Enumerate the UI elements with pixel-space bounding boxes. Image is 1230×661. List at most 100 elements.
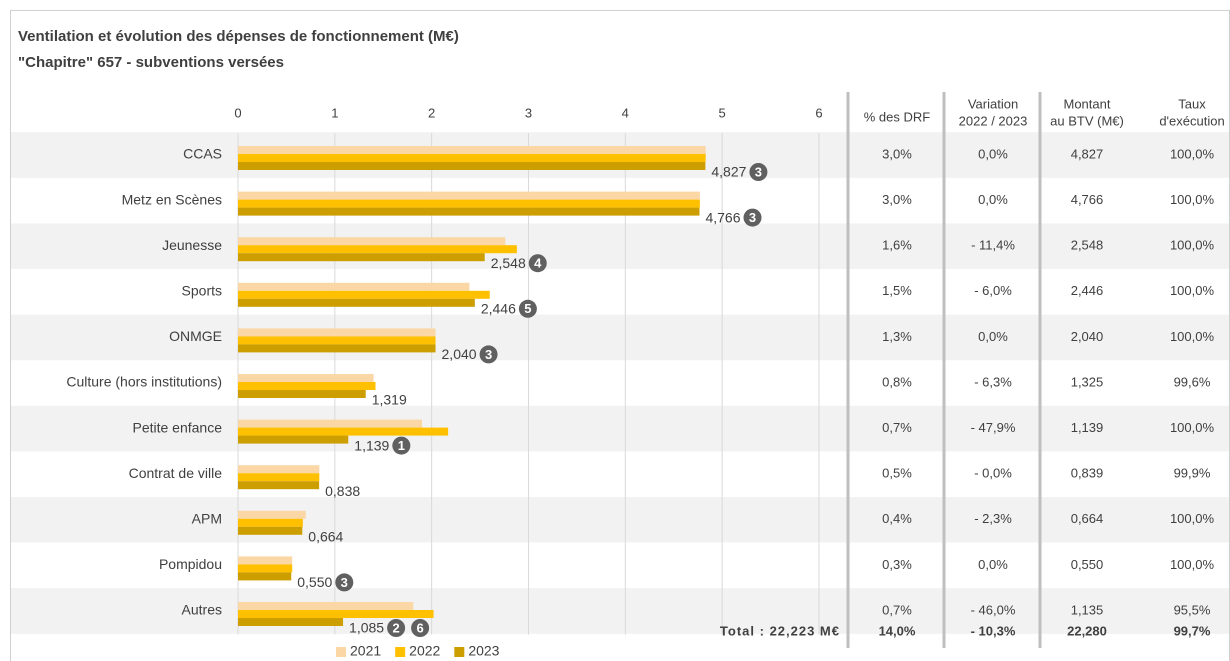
note-badge (335, 573, 354, 592)
note-number: 5 (524, 301, 531, 316)
x-tick-label: 1 (331, 105, 338, 120)
row-band (11, 405, 1229, 452)
table-cell: 100,0% (1170, 511, 1215, 526)
table-cell: 2,040 (1071, 329, 1104, 344)
bar (238, 162, 706, 170)
bar (238, 290, 490, 299)
table-cell: 2,446 (1071, 283, 1104, 298)
category-label: ONMGE (169, 328, 222, 344)
category-label: APM (192, 511, 222, 527)
table-cell: 100,0% (1170, 146, 1215, 161)
table-cell: 4,766 (1071, 192, 1104, 207)
column-header: Variation (968, 96, 1018, 111)
total-cell: 14,0% (879, 623, 916, 638)
bar (238, 518, 303, 527)
table-cell: 0,664 (1071, 511, 1104, 526)
bar (238, 336, 436, 345)
table-cell: - 46,0% (971, 602, 1016, 617)
value-label: 1,319 (372, 392, 407, 408)
value-label: 1,085 (349, 620, 384, 636)
table-cell: 100,0% (1170, 238, 1215, 253)
bar (238, 602, 414, 610)
bar (238, 282, 470, 291)
category-label: CCAS (183, 146, 222, 162)
x-tick-label: 6 (815, 105, 822, 120)
table-cell: 95,5% (1174, 602, 1211, 617)
category-label: Jeunesse (162, 237, 222, 253)
table-cell: 100,0% (1170, 192, 1215, 207)
bar (238, 610, 434, 618)
legend-label: 2022 (409, 643, 440, 659)
category-label: Sports (182, 283, 222, 299)
table-cell: 0,7% (882, 420, 912, 435)
table-cell: 1,3% (882, 329, 912, 344)
table-cell: - 11,4% (971, 238, 1015, 253)
value-label: 0,550 (297, 574, 332, 590)
bar (238, 473, 320, 482)
bar (238, 556, 293, 565)
table-cell: 0,5% (882, 466, 912, 481)
x-tick-label: 5 (719, 105, 726, 120)
legend-label: 2021 (350, 643, 381, 659)
table-cell: - 47,9% (971, 420, 1016, 435)
note-badge (528, 254, 547, 273)
total-label: Total : 22,223 M€ (720, 623, 840, 638)
total-cell: 22,280 (1067, 623, 1107, 638)
table-cell: 0,4% (882, 511, 912, 526)
bar (238, 435, 349, 444)
bar (238, 465, 320, 474)
bar (238, 427, 449, 436)
row-band (11, 314, 1229, 361)
note-number: 1 (398, 438, 405, 453)
note-badge (749, 163, 768, 181)
category-label: Autres (182, 602, 222, 618)
bar (238, 253, 485, 262)
x-tick-label: 3 (525, 105, 532, 120)
table-cell: 0,839 (1071, 466, 1104, 481)
note-number: 3 (485, 347, 492, 362)
value-label: 2,446 (481, 301, 516, 317)
bar (238, 344, 436, 353)
row-band (11, 588, 1229, 634)
legend-label: 2023 (468, 643, 499, 659)
table-cell: 4,827 (1071, 146, 1104, 161)
table-cell: 1,6% (882, 238, 912, 253)
note-badge (411, 619, 430, 637)
note-number: 3 (341, 575, 348, 590)
value-label: 0,664 (308, 529, 343, 545)
legend-swatch (395, 647, 406, 657)
bar (238, 207, 700, 216)
chart-title: Ventilation et évolution des dépenses de… (18, 28, 459, 45)
column-header: au BTV (M€) (1050, 113, 1124, 128)
total-cell: - 10,3% (971, 623, 1016, 638)
value-label: 1,139 (354, 437, 389, 453)
value-label: 4,766 (705, 209, 740, 225)
legend-swatch (336, 647, 346, 657)
category-label: Metz en Scènes (122, 191, 222, 207)
table-cell: 1,135 (1071, 602, 1104, 617)
table-cell: 0,550 (1071, 557, 1104, 572)
category-label: Petite enfance (132, 419, 222, 435)
table-cell: 0,0% (978, 192, 1008, 207)
column-header: 2022 / 2023 (959, 113, 1028, 128)
x-tick-label: 4 (622, 105, 629, 120)
value-label: 2,040 (442, 346, 477, 362)
table-cell: 100,0% (1170, 420, 1215, 435)
column-header: Montant (1064, 96, 1111, 111)
table-cell: 3,0% (882, 146, 912, 161)
note-badge (387, 619, 406, 637)
table-cell: - 0,0% (974, 466, 1012, 481)
row-band (11, 223, 1229, 269)
category-label: Culture (hors institutions) (66, 374, 222, 390)
bar (238, 481, 320, 490)
x-tick-label: 2 (428, 105, 435, 120)
bar (238, 526, 303, 535)
chart-subtitle: "Chapitre" 657 - subventions versées (18, 54, 284, 71)
note-number: 4 (534, 256, 542, 271)
row-band (11, 497, 1229, 543)
value-label: 4,827 (711, 164, 746, 180)
table-cell: 99,9% (1174, 466, 1211, 481)
table-cell: 2,548 (1071, 238, 1104, 253)
note-number: 6 (416, 620, 423, 635)
legend-swatch (454, 647, 465, 657)
